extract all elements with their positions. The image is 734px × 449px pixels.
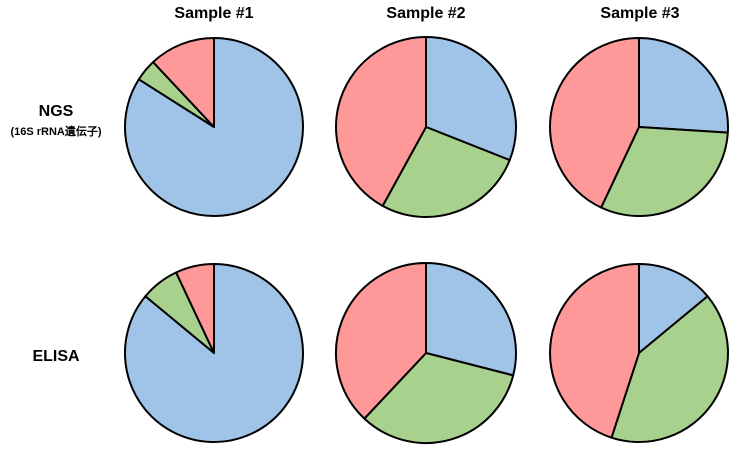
slice-red [549, 263, 640, 439]
slice-green [610, 295, 729, 443]
slice-red [175, 263, 215, 354]
slice-red [335, 36, 427, 207]
slice-red [152, 37, 215, 128]
slice-blue [638, 263, 709, 354]
column-title-sample-2: Sample #2 [386, 5, 465, 22]
column-title-sample-3: Sample #3 [600, 5, 679, 22]
row-titles: NGS (16S rRNA遺伝子) ELISA [10, 103, 101, 365]
slice-red [549, 37, 640, 209]
row-title-ngs: NGS [39, 103, 74, 120]
slice-green [600, 126, 729, 217]
pie-elisa-sample-3 [549, 263, 729, 443]
pies [123, 36, 729, 444]
slice-green [363, 352, 515, 444]
pie-elisa-sample-2 [335, 262, 517, 444]
slice-blue [425, 36, 517, 162]
pie-ngs-sample-1 [124, 37, 304, 217]
pie-ngs-sample-2 [335, 36, 517, 219]
slice-red [335, 262, 427, 420]
row-title-elisa: ELISA [32, 348, 80, 365]
pie-elisa-sample-1 [123, 263, 304, 443]
column-title-sample-1: Sample #1 [174, 5, 253, 22]
pie-ngs-sample-3 [549, 37, 729, 217]
slice-blue [638, 37, 729, 134]
row-subtitle-ngs: (16S rRNA遺伝子) [10, 124, 101, 138]
slice-blue [425, 262, 517, 377]
column-titles: Sample #1 Sample #2 Sample #3 [174, 5, 679, 22]
